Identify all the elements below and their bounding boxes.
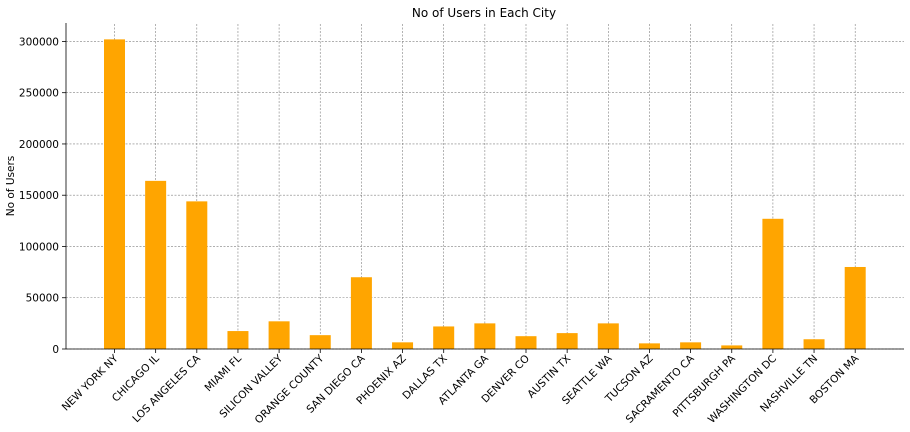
y-tick-label: 50000: [26, 293, 59, 305]
bars: [104, 39, 866, 350]
y-tick-label: 150000: [19, 190, 59, 202]
bar: [309, 335, 331, 349]
y-axis-label: No of Users: [5, 156, 17, 216]
x-tick-label: ORANGE COUNTY: [253, 352, 327, 426]
bar: [227, 331, 249, 349]
bar: [350, 277, 372, 349]
bar: [104, 39, 125, 350]
bar: [803, 339, 825, 349]
y-tick-label: 100000: [19, 241, 59, 253]
bar: [392, 342, 414, 349]
axes: [65, 23, 904, 350]
y-tick-label: 200000: [19, 139, 59, 151]
bar: [638, 343, 660, 349]
bar: [474, 323, 496, 349]
chart-title: No of Users in Each City: [412, 6, 556, 20]
bar: [721, 345, 743, 349]
x-tick-label: MIAMI FL: [203, 353, 245, 395]
x-tick-label: WASHINGTON DC: [706, 353, 779, 426]
bar: [597, 323, 619, 349]
bar: [268, 321, 290, 349]
bar: [762, 218, 784, 349]
bar: [556, 333, 578, 349]
y-tick-label: 250000: [19, 88, 59, 100]
y-tick-label: 300000: [19, 36, 59, 48]
x-tick-label: NEW YORK NY: [60, 352, 121, 413]
bar: [844, 266, 866, 349]
x-tick-label: LOS ANGELES CA: [130, 352, 203, 425]
y-ticks: 0 50000 100000 150000 200000 250000 300000: [19, 36, 66, 356]
bar: [515, 336, 537, 349]
y-tick-label: 0: [52, 344, 59, 356]
bar: [433, 326, 455, 349]
bar: [186, 201, 208, 349]
bar: [680, 342, 702, 349]
x-tick-label: SACRAMENTO CA: [624, 352, 698, 426]
bar: [145, 180, 167, 349]
